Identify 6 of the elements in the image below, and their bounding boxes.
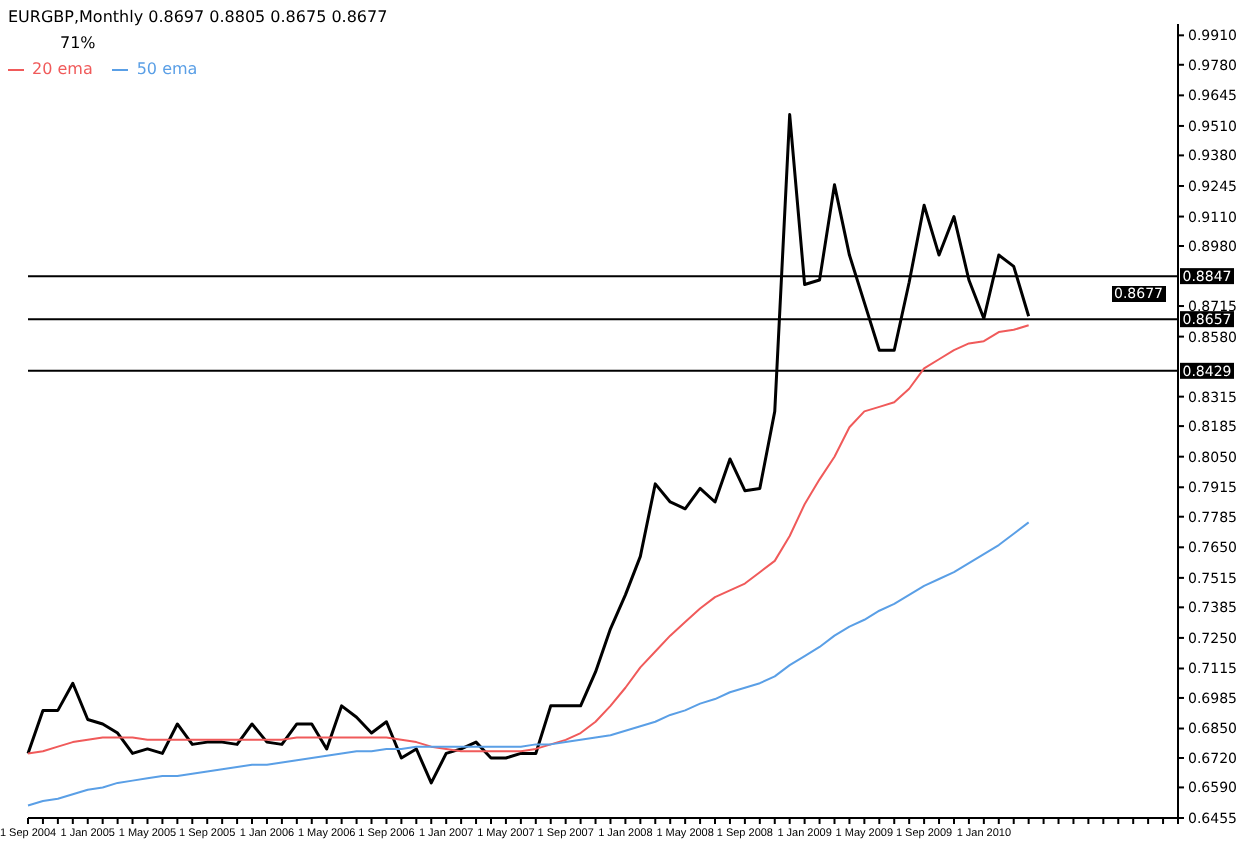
line-series (27, 521, 1030, 807)
chart-title: EURGBP,Monthly 0.8697 0.8805 0.8675 0.8677 (8, 8, 388, 26)
legend-label: 50 ema (136, 60, 198, 78)
line-series (27, 324, 1030, 755)
legend-label: 20 ema (32, 60, 93, 78)
annotation: 71% (60, 34, 96, 52)
